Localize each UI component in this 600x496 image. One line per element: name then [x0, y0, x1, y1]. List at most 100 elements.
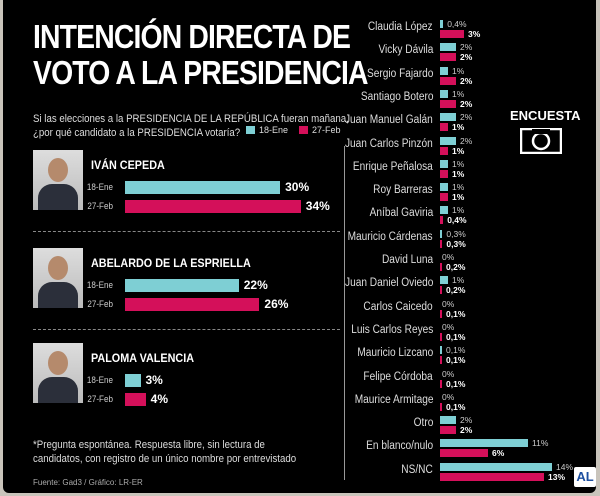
candidate-row: Maurice Armitage 0% 0,1%: [353, 390, 593, 413]
bar-ene: [440, 439, 528, 448]
bar-feb: [440, 449, 488, 458]
value-label-ene: 0,1%: [446, 345, 466, 356]
candidate-row: Felipe Córdoba 0% 0,1%: [353, 367, 593, 390]
legend-swatch-ene: [246, 126, 255, 134]
bar-ene: [440, 89, 448, 98]
bar-ene: [440, 136, 456, 145]
value-label-ene: 2%: [460, 415, 473, 426]
source: Fuente: Gad3 / Gráfico: LR-ER: [33, 478, 143, 487]
question: Si las elecciones a la PRESIDENCIA DE LA…: [33, 112, 349, 140]
candidate-row: Juan Daniel Oviedo 1% 0,2%: [345, 273, 593, 296]
footnote-line-2: candidatos, con registro de un único nom…: [33, 453, 297, 465]
candidate-row: Mauricio Lizcano 0,1% 0,1%: [353, 343, 593, 366]
value-label-feb: 2%: [460, 98, 473, 109]
bar-feb: [440, 123, 448, 132]
bar-ene: [440, 462, 552, 471]
candidate-name: Juan Manuel Galán: [345, 114, 433, 127]
date-label: 27-Feb: [87, 394, 113, 404]
value-label-feb: 0,3%: [446, 238, 466, 249]
value-label-feb: 0,1%: [446, 378, 466, 389]
value-label-ene: 0%: [442, 252, 455, 262]
bar-feb: [440, 472, 544, 481]
candidate-panel: PALOMA VALENCIA 18-Ene 3% 27-Feb 4%: [33, 343, 343, 421]
bar-ene: [440, 206, 448, 215]
candidate-name: PALOMA VALENCIA: [91, 351, 195, 365]
rcn-logo: [520, 128, 562, 154]
photo-body: [38, 282, 78, 308]
bar-ene: [440, 20, 444, 28]
value-label-feb: 26%: [264, 297, 289, 311]
candidate-name: Vicky Dávila: [378, 44, 433, 57]
bar-feb: [440, 426, 456, 435]
bar-feb: [440, 356, 442, 365]
value-label-feb: 1%: [452, 145, 465, 156]
value-label-feb: 2%: [460, 75, 473, 86]
value-label-ene: 0%: [442, 368, 455, 379]
candidate-name: ABELARDO DE LA ESPRIELLA: [91, 256, 251, 270]
photo-body: [38, 377, 78, 403]
candidate-name: Enrique Peñalosa: [353, 160, 433, 173]
value-label-feb: 0,1%: [446, 331, 466, 342]
candidate-name: David Luna: [381, 254, 433, 266]
value-label-feb: 2%: [460, 52, 473, 63]
candidate-name: Carlos Caicedo: [363, 300, 433, 313]
divider: [33, 231, 340, 232]
candidate-row: Otro 2% 2%: [353, 413, 593, 436]
photo-head: [48, 158, 68, 182]
candidate-name: Sergio Fajardo: [366, 67, 433, 80]
bar-feb: [440, 309, 442, 318]
infographic: INTENCIÓN DIRECTA DE VOTO A LA PRESIDENC…: [3, 0, 596, 493]
divider: [33, 329, 340, 330]
value-label-ene: 3%: [145, 373, 163, 387]
separator-line: [344, 146, 345, 480]
legend-ene: 18-Ene: [246, 125, 288, 135]
bar-ene: [440, 276, 448, 285]
al-logo: AL: [574, 467, 596, 487]
value-label-ene: 11%: [532, 438, 549, 449]
value-label-feb: 1%: [452, 122, 465, 133]
candidate-row: Juan Manuel Galán 2% 1%: [345, 110, 593, 133]
bar-feb: [440, 146, 448, 155]
value-label-feb: 0,1%: [446, 308, 466, 319]
candidate-row: Santiago Botero 1% 2%: [353, 87, 593, 110]
candidate-row: Roy Barreras 1% 1%: [353, 180, 593, 203]
date-label: 18-Ene: [86, 182, 113, 192]
candidate-name: Mauricio Lizcano: [357, 347, 433, 360]
bar-ene: [440, 416, 456, 425]
bar-ene: [125, 279, 239, 292]
bar-ene: [440, 229, 443, 238]
value-label-ene: 2%: [460, 112, 473, 123]
bar-feb: [125, 298, 260, 311]
candidate-name: Aníbal Gaviria: [369, 207, 433, 220]
value-label-ene: 0%: [442, 298, 455, 309]
bar-feb: [440, 379, 442, 388]
photo-head: [48, 351, 68, 375]
bar-feb: [440, 239, 443, 248]
value-label-ene: 2%: [460, 135, 473, 146]
footnote: *Pregunta espontánea. Respuesta libre, s…: [33, 438, 296, 466]
value-label-feb: 34%: [305, 199, 330, 213]
value-label-ene: 2%: [460, 42, 473, 53]
candidate-row: Sergio Fajardo 1% 2%: [353, 64, 593, 87]
bar-ene: [440, 66, 448, 75]
value-label-ene: 1%: [452, 65, 465, 76]
encuesta-label: ENCUESTA: [510, 108, 581, 123]
bar-ene: [440, 43, 456, 52]
legend-feb: 27-Feb: [299, 125, 341, 135]
photo-body: [38, 184, 78, 210]
date-label: 18-Ene: [86, 280, 113, 290]
value-label-ene: 1%: [452, 182, 465, 193]
value-label-ene: 1%: [452, 158, 465, 169]
value-label-ene: 14%: [556, 461, 574, 472]
value-label-ene: 0%: [442, 321, 455, 332]
bar-feb: [125, 393, 146, 406]
bar-feb: [440, 332, 442, 341]
value-label-ene: 22%: [243, 278, 268, 292]
candidate-row: NS/NC 14% 13%: [353, 460, 593, 483]
candidate-row: Luis Carlos Reyes 0% 0,1%: [350, 320, 593, 343]
bar-feb: [440, 216, 444, 225]
value-label-feb: 3%: [468, 29, 481, 39]
candidate-name: Luis Carlos Reyes: [350, 323, 433, 336]
value-label-feb: 0,4%: [447, 215, 467, 226]
value-label-feb: 0,2%: [446, 262, 466, 272]
